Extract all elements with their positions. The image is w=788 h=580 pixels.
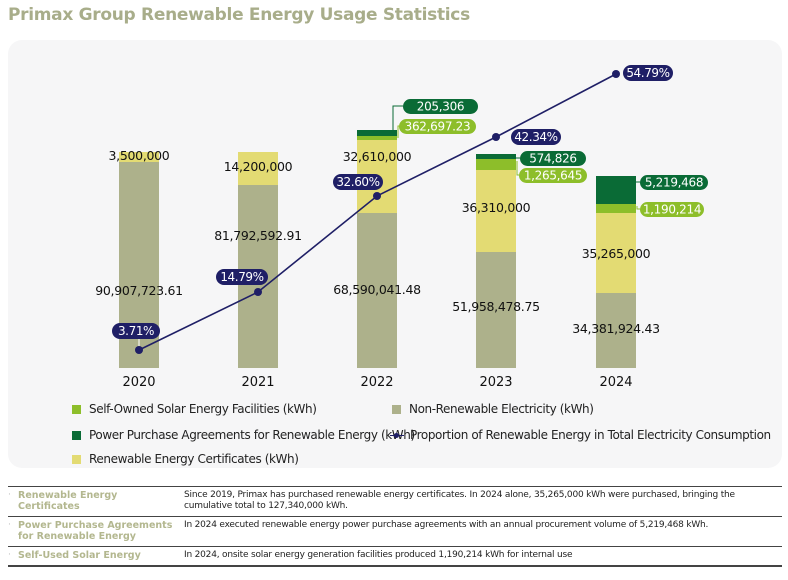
data-label-non-renewable: 34,381,924.43: [572, 321, 660, 336]
legend-item-rec: Renewable Energy Certificates (kWh): [72, 452, 299, 466]
x-tick-label: 2023: [479, 375, 512, 390]
data-label-rec: 36,310,000: [462, 200, 531, 215]
notes-row-label: Power Purchase Agreements for Renewable …: [18, 520, 173, 542]
stacked-bar-line-chart: 2020 2021 2022 2023 2024 3,500,000 90,907,723.…: [95, 65, 708, 390]
bar-segment-rec: [596, 213, 636, 293]
notes-row: · Self-Used Solar Energy In 2024, onsite…: [8, 546, 782, 566]
callout-connector-ppa: [631, 177, 640, 183]
proportion-point: [254, 288, 262, 296]
proportion-label: 14.79%: [220, 270, 263, 284]
data-label-self-owned-solar-pill: [519, 168, 587, 183]
legend-swatch-rec: [72, 454, 81, 464]
data-label-rec: 14,200,000: [224, 159, 293, 174]
data-label-ppa-pill: [520, 151, 586, 166]
legend-item-ppa: Power Purchase Agreements for Renewable …: [72, 428, 415, 442]
notes-table: · Renewable Energy Certificates Since 20…: [8, 486, 782, 567]
notes-row: · Power Purchase Agreements for Renewabl…: [8, 516, 782, 547]
proportion-label-pill: [623, 65, 673, 81]
data-label-self-owned-solar-pill: [399, 119, 476, 134]
bar-segment-non-renewable: [596, 293, 636, 368]
data-label-rec: 32,610,000: [343, 149, 412, 164]
legend-label: Non-Renewable Electricity (kWh): [409, 402, 594, 416]
data-label-self-owned-solar: 362,697.23: [405, 120, 471, 134]
x-tick-label: 2021: [241, 375, 274, 390]
notes-row: · Renewable Energy Certificates Since 20…: [8, 486, 782, 517]
bar-segment-rec: [238, 152, 278, 185]
data-label-non-renewable: 51,958,478.75: [452, 299, 540, 314]
row-bullet: ·: [8, 520, 11, 530]
x-tick-label: 2020: [122, 375, 155, 390]
notes-row-text: In 2024, onsite solar energy generation …: [184, 550, 573, 560]
bar-segment-ppa: [476, 154, 516, 159]
proportion-label: 54.79%: [626, 66, 669, 80]
data-label-non-renewable: 68,590,041.48: [333, 282, 421, 297]
callout-connector-solar: [636, 206, 640, 210]
legend-label: Renewable Energy Certificates (kWh): [89, 452, 299, 466]
legend-item-proportion-line: Proportion of Renewable Energy in Total …: [390, 428, 771, 442]
notes-row-label: Renewable Energy Certificates: [18, 490, 118, 512]
row-bullet: ·: [8, 490, 11, 500]
proportion-label-pill: [511, 129, 561, 145]
x-tick-label: 2022: [360, 375, 393, 390]
bar-segment-non-renewable: [357, 213, 397, 368]
data-label-self-owned-solar-pill: [640, 202, 704, 217]
callout-connector-ppa: [511, 155, 520, 159]
callout-connector-solar: [516, 161, 519, 176]
proportion-label: 42.34%: [514, 130, 557, 144]
bar-segment-self-owned-solar: [476, 159, 516, 170]
proportion-label-pill: [216, 269, 268, 285]
x-tick-label: 2024: [599, 375, 632, 390]
legend-label: Self-Owned Solar Energy Facilities (kWh): [89, 402, 317, 416]
notes-row-text: Since 2019, Primax has purchased renewab…: [184, 490, 735, 511]
data-label-ppa-pill: [640, 175, 708, 190]
row-bullet: ·: [8, 550, 11, 560]
data-label-non-renewable: 90,907,723.61: [95, 283, 183, 298]
data-label-non-renewable: 81,792,592.91: [214, 228, 302, 243]
legend-line-marker-icon: [390, 431, 404, 440]
bar-segment-rec: [119, 152, 159, 162]
legend-swatch-non-renewable: [392, 404, 401, 414]
data-label-self-owned-solar: 1,190,214: [643, 203, 701, 217]
data-label-self-owned-solar: 1,265,645: [524, 169, 582, 183]
bar-segment-self-owned-solar: [357, 136, 397, 140]
callout-connector-solar: [397, 125, 399, 138]
legend-item-non-renewable: Non-Renewable Electricity (kWh): [392, 402, 594, 416]
callout-connector-ppa: [392, 105, 403, 131]
legend-label: Power Purchase Agreements for Renewable …: [89, 428, 415, 442]
page-title: Primax Group Renewable Energy Usage Stat…: [8, 5, 470, 25]
proportion-label: 3.71%: [118, 324, 154, 338]
proportion-point: [612, 70, 620, 78]
proportion-label-pill: [112, 323, 160, 339]
data-label-rec: 35,265,000: [582, 246, 651, 261]
data-label-ppa: 5,219,468: [645, 176, 703, 190]
legend-swatch-self-owned-solar: [72, 404, 81, 414]
bar-segment-rec: [476, 170, 516, 252]
bar-segment-ppa: [596, 176, 636, 204]
legend-item-self-owned-solar: Self-Owned Solar Energy Facilities (kWh): [72, 402, 317, 416]
proportion-label-pill: [333, 174, 383, 190]
proportion-point: [492, 133, 500, 141]
notes-row-text: In 2024 executed renewable energy power …: [184, 520, 709, 530]
proportion-point: [135, 346, 143, 354]
data-label-ppa-pill: [403, 99, 478, 114]
bar-segment-self-owned-solar: [596, 204, 636, 213]
data-label-ppa: 574,826: [529, 152, 577, 166]
notes-row-label: Self-Used Solar Energy: [18, 550, 141, 561]
data-label-rec: 3,500,000: [109, 148, 170, 163]
bar-segment-ppa: [357, 130, 397, 136]
bar-segment-non-renewable: [476, 252, 516, 368]
proportion-label: 32.60%: [336, 175, 379, 189]
data-label-ppa: 205,306: [417, 100, 465, 114]
legend-swatch-ppa: [72, 430, 81, 440]
legend-label: Proportion of Renewable Energy in Total …: [410, 428, 771, 442]
proportion-point: [373, 192, 381, 200]
